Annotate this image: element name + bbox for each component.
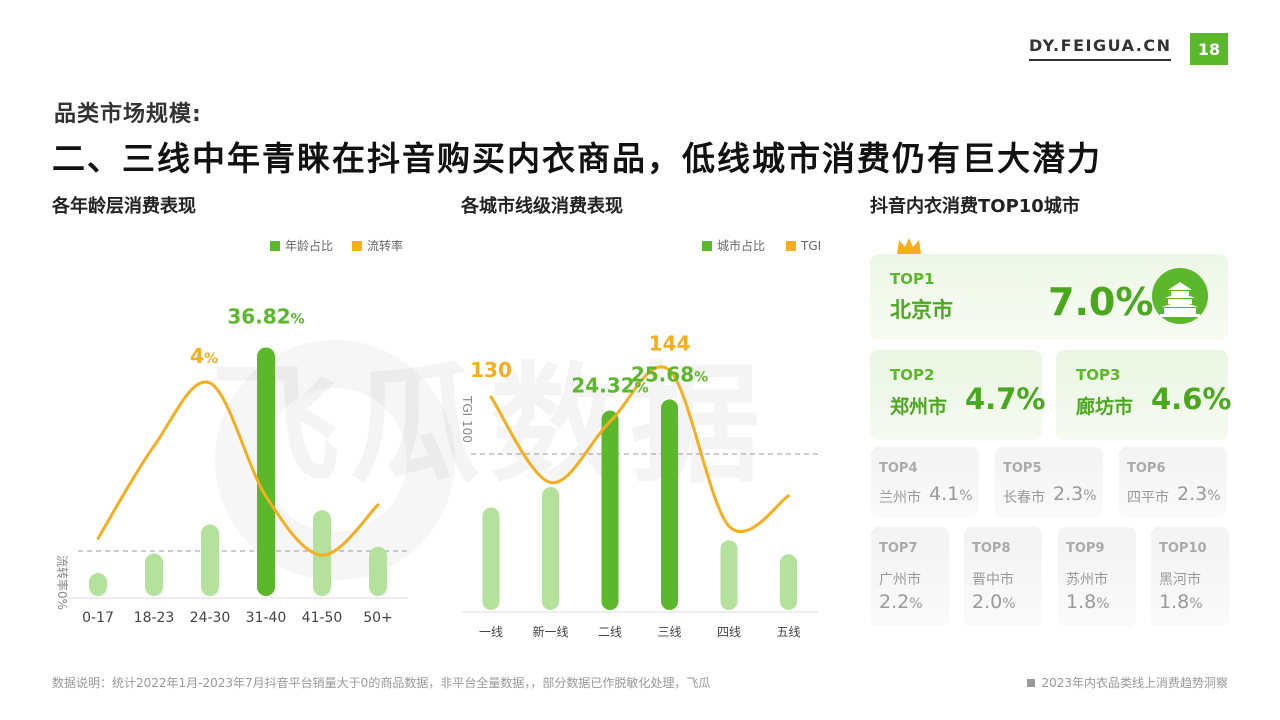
line-data-label: 4% <box>190 344 218 368</box>
top10-title: 抖音内衣消费TOP10城市 <box>870 196 1080 217</box>
top10-value: 1.8% <box>1159 591 1203 613</box>
square-bullet-icon <box>1027 679 1036 687</box>
top9-city: 苏州市 <box>1066 572 1108 588</box>
line-data-label: 130 <box>470 358 512 382</box>
top7-card: TOP7 广州市 2.2% <box>871 527 949 627</box>
page-title: 二、三线中年青睐在抖音购买内衣商品，低线城市消费仍有巨大潜力 <box>52 139 1102 178</box>
city-tier-chart-title: 各城市线级消费表现 <box>461 196 623 217</box>
bar <box>89 573 107 596</box>
bar <box>720 540 738 610</box>
line-data-label: 144 <box>649 331 691 355</box>
top8-value: 2.0% <box>972 591 1016 613</box>
top3-card: TOP3 廊坊市 4.6% <box>1056 350 1232 440</box>
top1-card: TOP1 北京市 7.0% <box>870 254 1228 340</box>
bar-data-label: 24.32% <box>571 374 648 398</box>
bar <box>369 546 387 596</box>
bar-data-label: 25.68% <box>631 362 708 386</box>
bar <box>601 410 619 610</box>
top2-city: 郑州市 <box>890 396 948 418</box>
top6-value: 2.3% <box>1177 483 1221 505</box>
legend-swatch-bar <box>702 241 712 251</box>
top2-value: 4.7% <box>965 382 1046 416</box>
top3-value: 4.6% <box>1151 382 1232 416</box>
top7-city: 广州市 <box>879 572 921 588</box>
x-tick-label: 50+ <box>363 610 393 626</box>
x-tick-label: 四线 <box>717 625 741 639</box>
x-tick-label: 18-23 <box>134 610 175 626</box>
top7-value: 2.2% <box>879 591 923 613</box>
top3-city: 廊坊市 <box>1076 396 1134 418</box>
top7-rank: TOP7 <box>879 541 918 556</box>
section-subtitle: 品类市场规模: <box>54 102 202 127</box>
bar-data-label: 36.82% <box>227 304 304 328</box>
temple-of-heaven-icon <box>1152 268 1208 324</box>
x-tick-label: 五线 <box>776 625 800 639</box>
reference-line-label: 流转率0% <box>55 555 70 610</box>
top5-city: 长春市 <box>1003 490 1045 506</box>
line-series <box>96 380 380 557</box>
top8-rank: TOP8 <box>972 541 1011 556</box>
legend-swatch-line <box>786 241 796 251</box>
legend-label-bar: 年龄占比 <box>285 238 333 253</box>
brand-url[interactable]: DY.FEIGUA.CN <box>1029 36 1172 61</box>
report-name: 2023年内衣品类线上消费趋势洞察 <box>1027 674 1228 691</box>
top8-city: 晋中市 <box>972 572 1014 588</box>
bar <box>482 507 500 610</box>
top3-rank: TOP3 <box>1076 366 1121 384</box>
page-number: 18 <box>1190 33 1228 65</box>
x-tick-label: 24-30 <box>190 610 231 626</box>
top9-value: 1.8% <box>1066 591 1110 613</box>
top4-value: 4.1% <box>929 483 973 505</box>
legend-label-line: 流转率 <box>367 238 403 253</box>
x-tick-label: 0-17 <box>82 610 114 626</box>
top1-value: 7.0% <box>1048 280 1154 324</box>
bar <box>313 510 331 596</box>
legend-swatch-bar <box>270 241 280 251</box>
top10-rank: TOP10 <box>1159 541 1207 556</box>
city-tier-consumption-chart: 城市占比 TGI TGI 100 一线 新一线 二线 三线 四线 五线 24.32%25.68% 1… <box>460 238 821 639</box>
x-tick-label: 二线 <box>598 625 622 639</box>
top5-value: 2.3% <box>1053 483 1097 505</box>
top5-rank: TOP5 <box>1003 461 1042 476</box>
top10-city: 黑河市 <box>1159 572 1201 588</box>
top9-rank: TOP9 <box>1066 541 1105 556</box>
top10-card: TOP10 黑河市 1.8% <box>1151 527 1229 627</box>
bar <box>145 553 163 596</box>
data-source-note: 数据说明：统计2022年1月-2023年7月抖音平台销量大于0的商品数据，非平台… <box>52 676 711 690</box>
legend-label-line: TGI <box>800 239 821 253</box>
bar <box>201 524 219 596</box>
x-tick-label: 一线 <box>479 625 503 639</box>
top4-rank: TOP4 <box>879 461 918 476</box>
legend-swatch-line <box>352 241 362 251</box>
bar <box>257 347 275 596</box>
top4-card: TOP4 兰州市 4.1% <box>871 447 979 517</box>
top4-city: 兰州市 <box>879 490 921 506</box>
top9-card: TOP9 苏州市 1.8% <box>1058 527 1136 627</box>
age-chart-title: 各年龄层消费表现 <box>52 196 196 217</box>
top2-card: TOP2 郑州市 4.7% <box>870 350 1046 440</box>
top6-city: 四平市 <box>1127 490 1169 506</box>
top5-card: TOP5 长春市 2.3% <box>995 447 1103 517</box>
crown-icon <box>897 238 921 254</box>
top6-card: TOP6 四平市 2.3% <box>1119 447 1227 517</box>
top6-rank: TOP6 <box>1127 461 1166 476</box>
line-series <box>489 365 790 534</box>
top1-rank: TOP1 <box>890 270 935 288</box>
legend-label-bar: 城市占比 <box>717 238 765 253</box>
x-tick-label: 三线 <box>657 625 681 639</box>
reference-line-label: TGI 100 <box>460 395 474 443</box>
bar <box>661 399 678 610</box>
x-tick-label: 41-50 <box>302 610 343 626</box>
x-tick-label: 新一线 <box>532 624 568 639</box>
top1-city: 北京市 <box>890 298 953 322</box>
bar <box>542 487 559 610</box>
x-tick-label: 31-40 <box>246 610 287 626</box>
top8-card: TOP8 晋中市 2.0% <box>964 527 1042 627</box>
bar <box>780 554 797 610</box>
top2-rank: TOP2 <box>890 366 935 384</box>
